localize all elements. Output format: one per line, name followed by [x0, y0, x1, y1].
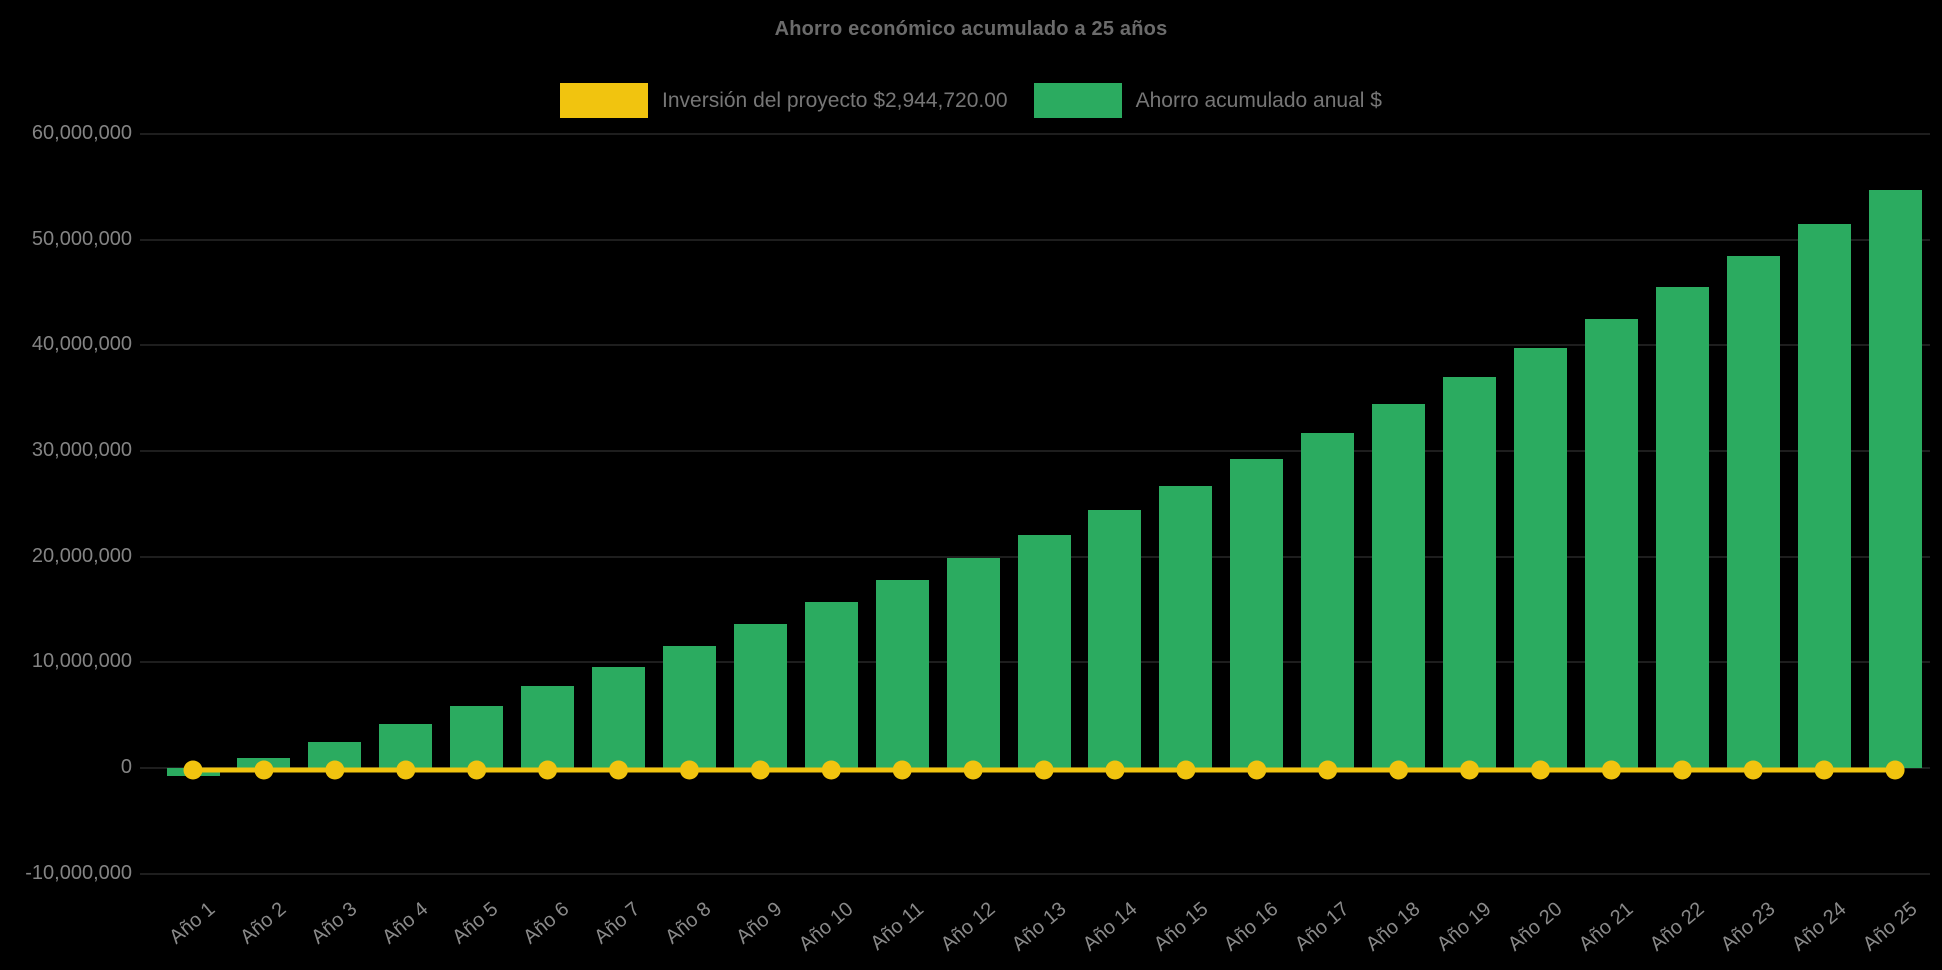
bar-año-11 — [875, 579, 929, 768]
investment-line-marker — [821, 760, 841, 780]
bar-año-20 — [1513, 348, 1567, 768]
y-axis-tick-label: 20,000,000 — [31, 544, 132, 567]
bar-año-25 — [1868, 189, 1922, 768]
investment-line-marker — [1460, 760, 1480, 780]
investment-line-marker — [1601, 760, 1621, 780]
investment-line-marker — [538, 760, 558, 780]
bar-año-9 — [733, 624, 787, 768]
bar-año-16 — [1230, 459, 1284, 768]
bar-año-19 — [1443, 376, 1497, 768]
legend-swatch-investment-icon — [560, 83, 649, 118]
investment-line-marker — [1389, 760, 1409, 780]
investment-line-marker — [892, 760, 912, 780]
bar-año-5 — [450, 705, 504, 768]
bar-año-24 — [1797, 223, 1851, 768]
bar-año-21 — [1584, 318, 1638, 768]
investment-line-marker — [1247, 760, 1267, 780]
investment-line-marker — [467, 760, 487, 780]
legend-item-savings: Ahorro acumulado anual $ — [1033, 83, 1382, 118]
gridline — [140, 872, 1930, 875]
investment-line-marker — [609, 760, 629, 780]
bar-año-23 — [1726, 256, 1780, 768]
investment-line-marker — [1034, 760, 1054, 780]
investment-line-marker — [750, 760, 770, 780]
bar-año-17 — [1301, 432, 1355, 768]
bar-año-14 — [1088, 510, 1142, 768]
investment-line-marker — [963, 760, 983, 780]
investment-line-marker — [1743, 760, 1763, 780]
gridline — [140, 132, 1930, 135]
investment-line-marker — [1672, 760, 1692, 780]
investment-line-marker — [1814, 760, 1834, 780]
investment-line-marker — [1318, 760, 1338, 780]
investment-line-marker — [183, 760, 203, 780]
bar-año-8 — [662, 646, 716, 768]
investment-line-marker — [396, 760, 416, 780]
chart-legend: Inversión del proyecto $2,944,720.00 Aho… — [0, 83, 1942, 118]
investment-line-marker — [1885, 760, 1905, 780]
y-axis-tick-label: 30,000,000 — [31, 438, 132, 461]
bar-año-22 — [1655, 287, 1709, 768]
legend-label-savings: Ahorro acumulado anual $ — [1135, 88, 1382, 112]
investment-line-marker — [679, 760, 699, 780]
bar-año-15 — [1159, 485, 1213, 768]
y-axis-tick-label: 0 — [120, 756, 132, 778]
y-axis-tick-label: 10,000,000 — [31, 650, 132, 673]
gridline — [140, 238, 1930, 241]
y-axis-tick-label: 60,000,000 — [31, 121, 132, 144]
bar-año-7 — [592, 666, 646, 768]
bar-año-10 — [804, 602, 858, 768]
chart-title: Ahorro económico acumulado a 25 años — [774, 18, 1168, 40]
bar-año-12 — [946, 557, 1000, 768]
y-axis-tick-label: 40,000,000 — [31, 333, 132, 356]
legend-swatch-savings-icon — [1033, 83, 1122, 118]
investment-line-marker — [254, 760, 274, 780]
investment-line-marker — [1105, 760, 1125, 780]
investment-line-marker — [1530, 760, 1550, 780]
bar-año-6 — [521, 685, 575, 768]
investment-line-marker — [1176, 760, 1196, 780]
bar-año-18 — [1372, 404, 1426, 768]
y-axis-tick-label: -10,000,000 — [25, 861, 132, 884]
gridline — [140, 449, 1930, 452]
investment-line-marker — [325, 760, 345, 780]
legend-item-investment: Inversión del proyecto $2,944,720.00 — [560, 83, 1008, 118]
bar-año-13 — [1017, 535, 1071, 768]
legend-label-investment: Inversión del proyecto $2,944,720.00 — [662, 88, 1008, 112]
y-axis-tick-label: 50,000,000 — [31, 227, 132, 250]
gridline — [140, 344, 1930, 347]
